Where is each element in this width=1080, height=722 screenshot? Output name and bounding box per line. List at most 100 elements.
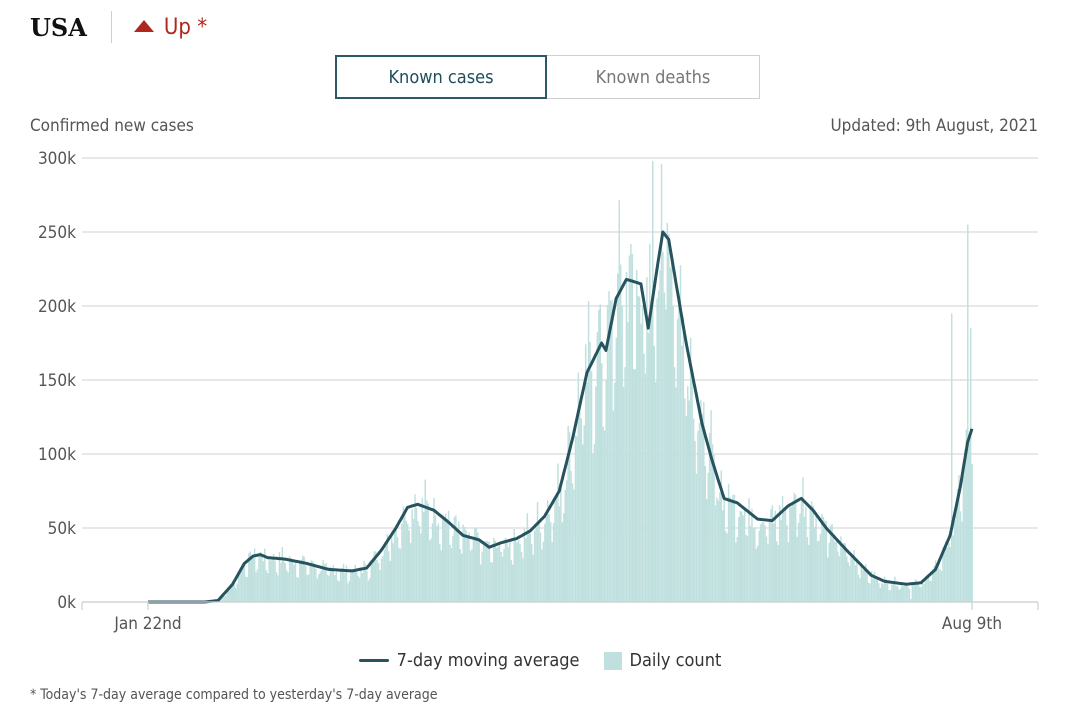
daily-bar <box>510 560 513 602</box>
daily-bar <box>237 576 240 602</box>
daily-bar <box>615 337 618 602</box>
daily-bar <box>809 508 812 602</box>
daily-bar <box>605 380 607 602</box>
daily-bar <box>358 577 361 602</box>
daily-bar <box>711 444 714 602</box>
daily-bar <box>777 544 779 602</box>
daily-bar <box>296 576 298 602</box>
daily-bar <box>676 319 679 602</box>
daily-bar <box>757 545 759 602</box>
daily-bar <box>621 305 623 602</box>
daily-bar <box>580 418 583 602</box>
daily-bar <box>670 261 673 602</box>
daily-bar <box>475 528 478 602</box>
daily-bar <box>447 510 450 602</box>
tab-known-deaths[interactable]: Known deaths <box>547 55 760 99</box>
daily-bar <box>425 500 428 602</box>
daily-bar <box>243 563 246 602</box>
daily-bar <box>716 497 718 602</box>
daily-bar <box>838 556 841 602</box>
daily-bar <box>571 483 574 602</box>
daily-bar <box>386 534 389 602</box>
daily-bar <box>740 511 743 602</box>
daily-bar <box>856 561 858 602</box>
daily-bar <box>250 558 253 602</box>
daily-bar <box>220 597 222 602</box>
daily-bar <box>338 581 340 602</box>
daily-bar <box>563 513 565 602</box>
daily-bar <box>468 532 470 602</box>
daily-bar <box>497 546 499 602</box>
daily-bar <box>436 526 438 602</box>
daily-bar <box>952 535 954 602</box>
daily-bar <box>787 542 790 602</box>
daily-bar <box>692 418 695 602</box>
daily-bar <box>875 576 877 602</box>
daily-bar <box>659 270 661 602</box>
daily-bar <box>442 514 444 602</box>
daily-bar <box>565 480 568 602</box>
daily-bar <box>672 305 674 602</box>
daily-bar <box>634 369 636 602</box>
daily-bar <box>230 585 233 602</box>
daily-bar <box>558 506 561 602</box>
daily-bar <box>668 234 670 602</box>
daily-bar <box>885 578 887 602</box>
daily-bar <box>837 551 839 602</box>
daily-bar <box>376 559 378 602</box>
daily-bar <box>758 530 760 602</box>
daily-bar <box>304 565 307 602</box>
daily-bar <box>939 569 941 602</box>
daily-bar <box>443 520 445 602</box>
daily-bar <box>732 494 734 602</box>
daily-bar <box>808 544 810 602</box>
daily-bar <box>656 298 658 602</box>
daily-bar <box>918 586 921 602</box>
daily-bar <box>859 578 861 602</box>
daily-bar <box>395 528 397 602</box>
daily-bar <box>380 558 383 602</box>
daily-bar <box>494 540 496 602</box>
daily-bar <box>536 502 539 602</box>
daily-bar <box>414 494 416 602</box>
daily-bar <box>258 554 260 602</box>
daily-bar <box>221 595 224 602</box>
daily-bar <box>526 513 529 602</box>
daily-bar <box>813 527 816 602</box>
daily-bar <box>535 527 537 602</box>
daily-bar <box>633 369 635 602</box>
daily-bar <box>430 538 432 602</box>
daily-bar <box>530 543 533 602</box>
daily-bar <box>853 550 855 602</box>
daily-bar <box>883 576 886 602</box>
daily-bar <box>914 579 917 602</box>
daily-bar <box>399 548 402 602</box>
daily-bar <box>638 296 641 602</box>
daily-bar <box>628 255 631 602</box>
daily-bar <box>423 511 425 602</box>
daily-bar <box>541 549 543 602</box>
daily-bar <box>223 593 225 602</box>
y-tick-label: 200k <box>38 297 76 317</box>
daily-bar <box>299 563 301 602</box>
daily-bar <box>335 571 338 602</box>
daily-bar <box>377 563 380 602</box>
daily-bar <box>350 569 352 602</box>
daily-bar <box>302 555 304 602</box>
daily-bar <box>573 489 575 602</box>
daily-bar <box>538 520 540 602</box>
daily-bar <box>259 551 262 602</box>
daily-bar <box>907 586 909 602</box>
daily-bar <box>404 514 406 602</box>
daily-bar <box>411 509 413 602</box>
daily-bar <box>673 367 676 602</box>
daily-bar <box>840 536 842 602</box>
daily-bar <box>739 511 741 602</box>
daily-bar <box>334 575 336 602</box>
daily-bar <box>774 510 776 602</box>
daily-bar <box>930 580 933 602</box>
daily-bar <box>920 587 922 602</box>
daily-bar <box>424 479 426 602</box>
tab-known-cases[interactable]: Known cases <box>335 55 547 99</box>
daily-bar <box>932 569 934 602</box>
